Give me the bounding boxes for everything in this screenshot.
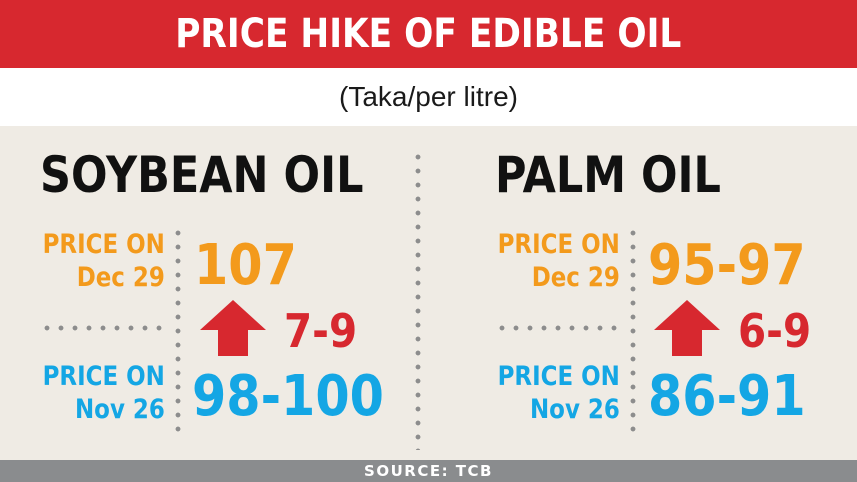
comparison-panel	[0, 126, 857, 460]
palm-row-divider	[495, 325, 625, 331]
soybean-dec-price: 107	[194, 233, 297, 298]
unit-subtitle: (Taka/per litre)	[339, 81, 518, 112]
soybean-increase: 7-9	[284, 304, 358, 358]
label-line: PRICE ON	[42, 229, 165, 260]
label-line: PRICE ON	[497, 229, 620, 260]
soybean-row-divider	[40, 325, 170, 331]
soybean-nov-label: PRICE ON Nov 26	[43, 360, 165, 426]
page-title: PRICE HIKE OF EDIBLE OIL	[175, 11, 682, 57]
label-line: Nov 26	[530, 394, 620, 425]
soybean-dec-label: PRICE ON Dec 29	[43, 228, 165, 294]
label-line: PRICE ON	[42, 361, 165, 392]
center-divider	[415, 150, 421, 450]
oil-name-palm: PALM OIL	[495, 146, 721, 204]
palm-inner-divider	[630, 226, 636, 436]
source-text: SOURCE: TCB	[364, 462, 493, 480]
soybean-inner-divider	[175, 226, 181, 436]
label-line: Nov 26	[75, 394, 165, 425]
label-line: PRICE ON	[497, 361, 620, 392]
label-line: Dec 29	[531, 262, 620, 293]
palm-nov-price: 86-91	[648, 364, 806, 429]
soybean-nov-price: 98-100	[192, 364, 384, 429]
palm-dec-price: 95-97	[648, 233, 806, 298]
source-footer: SOURCE: TCB	[0, 460, 857, 482]
palm-increase: 6-9	[738, 304, 812, 358]
up-arrow-icon	[654, 300, 720, 356]
palm-nov-label: PRICE ON Nov 26	[498, 360, 620, 426]
up-arrow-icon	[200, 300, 266, 356]
palm-dec-label: PRICE ON Dec 29	[498, 228, 620, 294]
title-banner: PRICE HIKE OF EDIBLE OIL	[0, 0, 857, 68]
label-line: Dec 29	[76, 262, 165, 293]
oil-name-soybean: SOYBEAN OIL	[40, 146, 364, 204]
